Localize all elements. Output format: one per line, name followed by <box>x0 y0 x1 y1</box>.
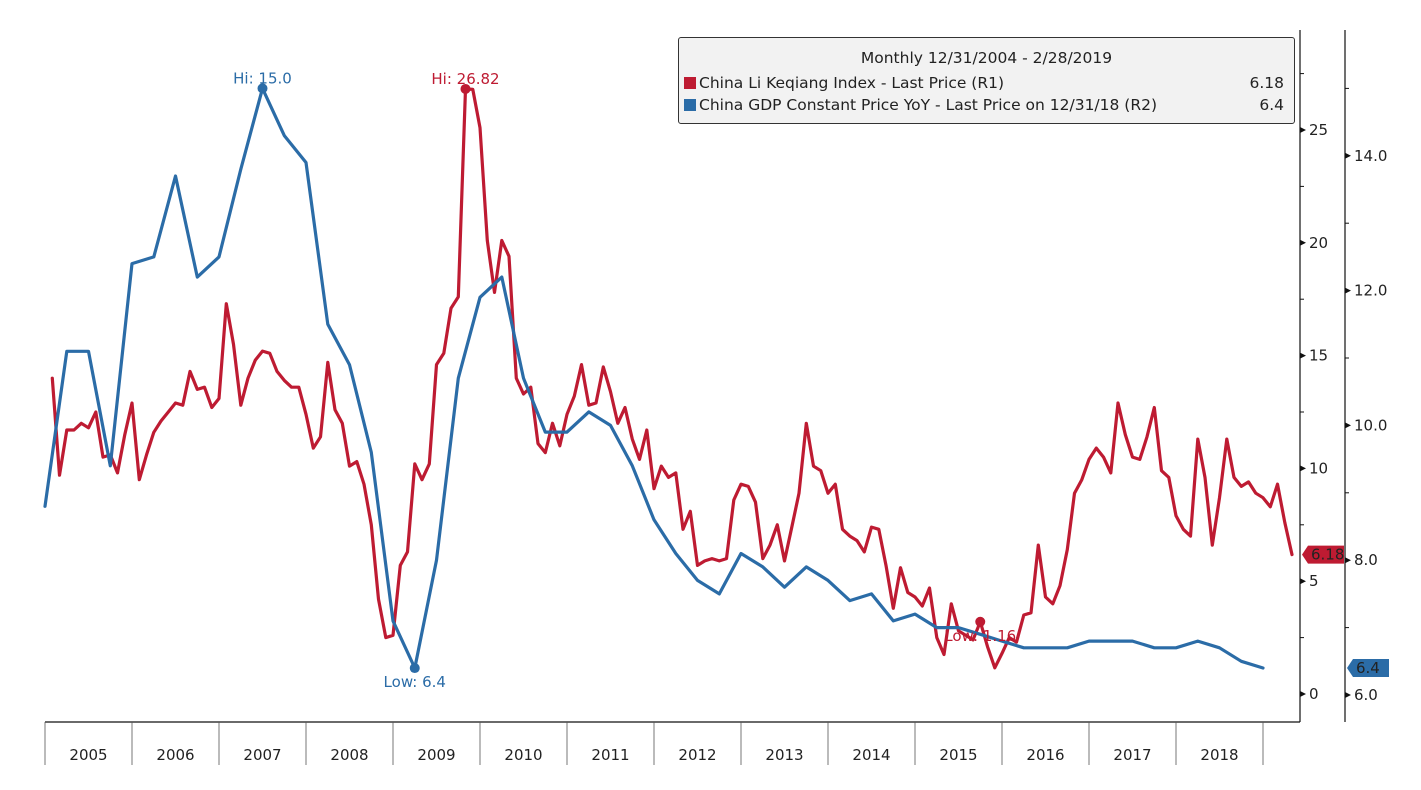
last-price-tag-r1-bg <box>1302 545 1344 564</box>
r2-tick-label: 10.0 <box>1354 416 1387 434</box>
r2-tick-label: 14.0 <box>1354 147 1387 165</box>
legend-value: 6.18 <box>1249 74 1284 92</box>
x-tick-label: 2013 <box>765 746 803 764</box>
legend-swatch-blue <box>684 99 696 111</box>
annotation-label: Low: 1.16 <box>944 627 1016 645</box>
r1-tick-marker <box>1300 691 1306 697</box>
annotation-dot <box>975 616 986 627</box>
r2-tick-marker <box>1345 557 1351 564</box>
x-tick-label: 2010 <box>504 746 542 764</box>
series-line-li-keqiang <box>50 87 1294 670</box>
r1-tick-marker <box>1300 465 1306 472</box>
annotation-label: Hi: 26.82 <box>431 70 499 88</box>
legend-value: 6.4 <box>1259 96 1284 114</box>
last-price-tags: 6.18 6.4 <box>1302 545 1389 678</box>
x-tick-label: 2015 <box>939 746 977 764</box>
r2-tick-marker <box>1345 422 1351 429</box>
x-tick-label: 2007 <box>243 746 281 764</box>
legend-title: Monthly 12/31/2004 - 2/28/2019 <box>860 49 1113 67</box>
annotation-dot <box>257 83 268 94</box>
x-tick-label: 2008 <box>330 746 368 764</box>
r1-tick-label: 25 <box>1309 121 1328 139</box>
r2-tick-marker <box>1345 287 1351 294</box>
legend: Monthly 12/31/2004 - 2/28/2019 China Li … <box>678 37 1295 124</box>
annotation-layer: Hi: 15.0 Hi: 26.82 Low: 6.4 Low: 1.16 <box>233 69 1016 691</box>
x-tick-label: 2009 <box>417 746 455 764</box>
r2-tick-label: 8.0 <box>1354 551 1378 569</box>
annotation-dot <box>460 83 471 94</box>
legend-item-gdp: China GDP Constant Price YoY - Last Pric… <box>684 95 1284 115</box>
last-price-tag-r2: 6.4 <box>1356 659 1380 677</box>
legend-label: China Li Keqiang Index - Last Price (R1) <box>699 74 1005 92</box>
x-tick-label: 2012 <box>678 746 716 764</box>
r1-tick-label: 5 <box>1309 572 1319 590</box>
x-tick-label: 2017 <box>1113 746 1151 764</box>
r1-tick-marker <box>1300 127 1306 133</box>
r2-tick-marker <box>1345 692 1351 698</box>
r2-tick-label: 6.0 <box>1354 686 1378 704</box>
r1-tick-label: 15 <box>1309 347 1328 365</box>
x-tick-label: 2011 <box>591 746 629 764</box>
r1-tick-marker <box>1300 239 1306 246</box>
axes-layer: 2005 2006 2007 2008 2009 2010 2011 2012 2013 2014… <box>44 30 1387 765</box>
legend-item-li-keqiang: China Li Keqiang Index - Last Price (R1)… <box>684 73 1284 93</box>
legend-label: China GDP Constant Price YoY - Last Pric… <box>699 96 1158 114</box>
x-tick-label: 2018 <box>1200 746 1238 764</box>
r2-tick-marker <box>1345 152 1351 159</box>
r1-tick-label: 10 <box>1309 459 1328 477</box>
r1-tick-marker <box>1300 578 1306 585</box>
annotation-label: Low: 6.4 <box>384 673 446 691</box>
x-tick-label: 2016 <box>1026 746 1064 764</box>
x-tick-label: 2014 <box>852 746 890 764</box>
x-tick-label: 2005 <box>69 746 107 764</box>
series-line-gdp <box>43 86 1265 670</box>
r1-tick-marker <box>1300 352 1306 359</box>
legend-swatch-red <box>684 77 696 89</box>
annotation-dot <box>409 663 420 674</box>
last-price-tag-r2-bg <box>1347 659 1389 678</box>
annotation-label: Hi: 15.0 <box>233 69 292 87</box>
series-layer <box>43 86 1294 670</box>
r1-tick-label: 20 <box>1309 234 1328 252</box>
last-price-tag-r1: 6.18 <box>1311 546 1344 564</box>
r1-tick-label: 0 <box>1309 685 1319 703</box>
x-tick-label: 2006 <box>156 746 194 764</box>
r2-tick-label: 12.0 <box>1354 282 1387 300</box>
